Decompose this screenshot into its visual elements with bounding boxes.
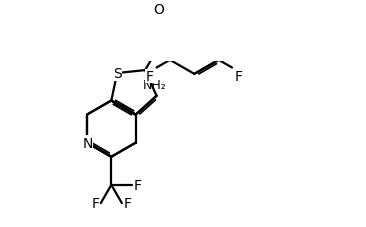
Text: F: F: [146, 70, 154, 84]
Text: F: F: [235, 70, 243, 84]
Text: F: F: [134, 178, 142, 192]
Text: O: O: [154, 3, 165, 17]
Text: N: N: [82, 136, 93, 150]
Text: NH₂: NH₂: [142, 78, 166, 91]
Text: S: S: [113, 67, 122, 81]
Text: F: F: [123, 196, 131, 210]
Text: F: F: [92, 196, 100, 210]
